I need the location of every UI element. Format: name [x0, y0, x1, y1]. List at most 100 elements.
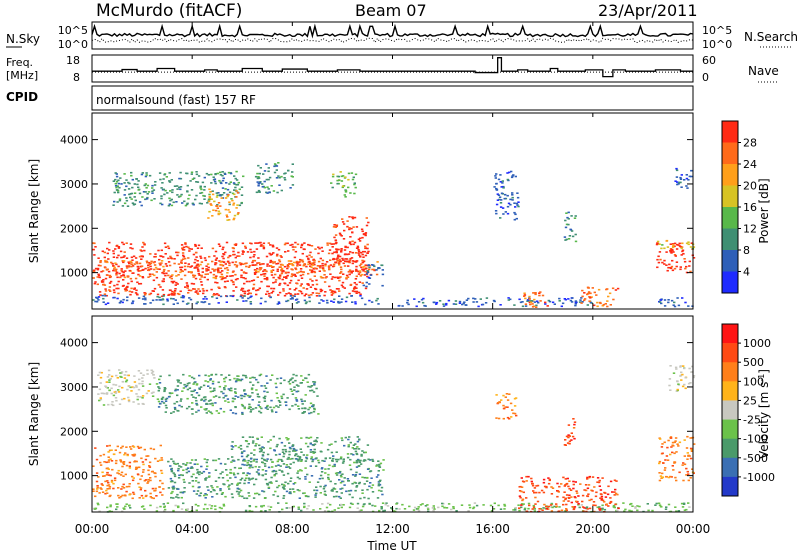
- velocity-cell: [674, 366, 678, 369]
- velocity-cell: [186, 462, 189, 464]
- velocity-cell: [310, 458, 313, 460]
- power-cell: [511, 194, 514, 196]
- power-cell: [358, 271, 362, 274]
- power-cell: [194, 277, 198, 280]
- velocity-cell: [240, 452, 244, 455]
- velocity-cell: [196, 471, 200, 473]
- power-cell: [207, 266, 210, 269]
- velocity-cell: [408, 505, 411, 508]
- power-cell: [166, 298, 169, 301]
- velocity-cell: [174, 463, 177, 465]
- power-cell: [116, 185, 119, 187]
- velocity-cell: [322, 487, 326, 490]
- velocity-cell: [680, 371, 683, 374]
- velocity-cell: [177, 505, 180, 508]
- power-cell: [300, 259, 303, 262]
- velocity-cell: [185, 468, 188, 471]
- velocity-cell: [401, 503, 404, 506]
- velocity-cell: [110, 375, 114, 378]
- power-cell: [194, 245, 197, 247]
- power-cell: [255, 264, 258, 266]
- power-cell: [280, 189, 283, 192]
- velocity-cell: [246, 454, 250, 456]
- velocity-cell: [570, 439, 573, 441]
- velocity-cell: [560, 509, 564, 512]
- power-cell: [207, 174, 210, 176]
- power-cell: [535, 304, 538, 307]
- power-cell: [196, 268, 200, 271]
- power-cell: [329, 273, 332, 275]
- power-cell: [108, 241, 111, 244]
- power-cell: [152, 189, 156, 191]
- power-cell: [342, 262, 345, 265]
- power-cell: [215, 275, 218, 277]
- power-cell: [435, 303, 438, 305]
- velocity-cell: [508, 393, 511, 395]
- velocity-cell: [99, 397, 102, 399]
- power-cell: [349, 251, 352, 253]
- velocity-cell: [263, 463, 267, 465]
- power-cell: [231, 271, 235, 273]
- velocity-cell: [141, 385, 145, 387]
- velocity-cell: [229, 468, 232, 471]
- velocity-cell: [673, 462, 676, 464]
- power-cell: [200, 188, 203, 191]
- velocity-cell: [172, 472, 175, 474]
- power-cell: [257, 183, 260, 185]
- velocity-cell: [94, 447, 97, 449]
- velocity-cell: [577, 504, 580, 506]
- power-cell: [192, 253, 196, 256]
- power-cell: [131, 272, 134, 274]
- power-cell: [673, 305, 677, 308]
- velocity-cell: [208, 475, 211, 478]
- velocity-cell: [122, 475, 125, 477]
- power-cell: [196, 293, 200, 295]
- power-cell: [140, 258, 143, 260]
- velocity-cell: [670, 476, 673, 478]
- power-cell: [327, 252, 331, 255]
- velocity-cell: [180, 508, 184, 510]
- power-cell: [231, 192, 235, 195]
- power-cell: [190, 271, 193, 274]
- velocity-cell: [592, 501, 596, 503]
- power-cell: [153, 268, 156, 271]
- velocity-cell: [313, 448, 316, 451]
- velocity-cell: [234, 406, 237, 409]
- power-cell: [670, 265, 674, 268]
- velocity-cell: [270, 482, 273, 484]
- velocity-cell: [367, 497, 370, 500]
- power-cell: [413, 298, 416, 300]
- power-cell: [338, 290, 341, 292]
- velocity-cell: [685, 447, 689, 449]
- power-cell: [144, 183, 147, 185]
- velocity-cell: [531, 508, 534, 510]
- velocity-cell: [376, 497, 380, 499]
- power-cell: [92, 248, 95, 251]
- velocity-cell: [598, 479, 601, 482]
- velocity-cell: [658, 479, 662, 482]
- velocity-cell: [340, 437, 343, 439]
- power-cell: [692, 257, 696, 259]
- power-region: [674, 167, 693, 189]
- velocity-cell: [525, 497, 528, 499]
- velocity-cell: [195, 493, 198, 495]
- power-cell: [659, 258, 662, 261]
- velocity-cell: [281, 483, 284, 486]
- velocity-cell: [339, 474, 343, 477]
- velocity-cell: [527, 507, 530, 510]
- power-cell: [276, 262, 280, 265]
- velocity-cell: [243, 497, 246, 499]
- power-cell: [596, 305, 599, 308]
- power-cell: [202, 301, 205, 304]
- power-cell: [367, 264, 370, 266]
- power-cell: [565, 223, 569, 226]
- power-cell: [689, 246, 693, 248]
- velocity-cell: [572, 427, 576, 429]
- velocity-cell: [523, 507, 527, 510]
- power-cell: [130, 261, 133, 264]
- power-cell: [287, 169, 290, 172]
- velocity-cell: [687, 473, 690, 475]
- velocity-cell: [163, 506, 166, 508]
- velocity-cell: [255, 492, 259, 495]
- velocity-cell: [125, 485, 129, 488]
